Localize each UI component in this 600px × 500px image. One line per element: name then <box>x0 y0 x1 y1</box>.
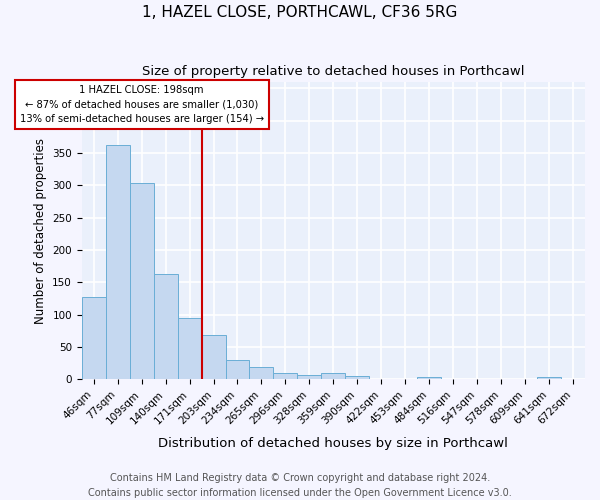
Title: Size of property relative to detached houses in Porthcawl: Size of property relative to detached ho… <box>142 65 524 78</box>
Bar <box>130 184 154 380</box>
Bar <box>298 376 322 380</box>
Text: 1 HAZEL CLOSE: 198sqm
← 87% of detached houses are smaller (1,030)
13% of semi-d: 1 HAZEL CLOSE: 198sqm ← 87% of detached … <box>20 85 263 124</box>
Bar <box>202 334 226 380</box>
X-axis label: Distribution of detached houses by size in Porthcawl: Distribution of detached houses by size … <box>158 437 508 450</box>
Bar <box>322 374 346 380</box>
Text: Contains HM Land Registry data © Crown copyright and database right 2024.
Contai: Contains HM Land Registry data © Crown c… <box>88 472 512 498</box>
Bar <box>346 376 370 380</box>
Bar <box>537 376 561 380</box>
Bar <box>226 360 250 380</box>
Bar <box>106 144 130 380</box>
Bar <box>82 296 106 380</box>
Bar <box>274 373 298 380</box>
Bar <box>417 376 441 380</box>
Bar <box>178 318 202 380</box>
Bar <box>250 367 274 380</box>
Text: 1, HAZEL CLOSE, PORTHCAWL, CF36 5RG: 1, HAZEL CLOSE, PORTHCAWL, CF36 5RG <box>142 5 458 20</box>
Bar <box>154 274 178 380</box>
Y-axis label: Number of detached properties: Number of detached properties <box>34 138 47 324</box>
